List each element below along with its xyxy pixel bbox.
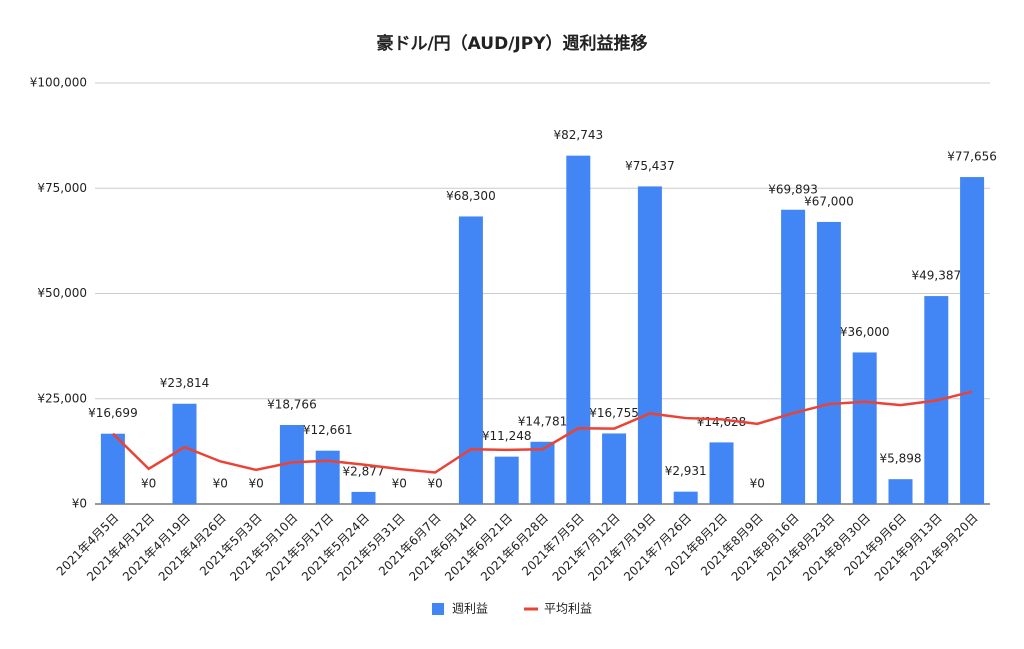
x-tick-label: 2021年9月20日 [908,511,981,584]
data-label: ¥2,931 [665,464,707,478]
bar [888,479,913,504]
data-label: ¥12,661 [303,423,353,437]
x-tick-label: 2021年8月2日 [662,511,730,579]
bar [351,491,376,504]
data-label: ¥14,781 [518,414,568,428]
data-label: ¥0 [750,477,765,491]
data-label: ¥69,893 [768,182,818,196]
chart-title: 豪ドル/円（AUD/JPY）週利益推移 [376,33,647,54]
data-label: ¥23,814 [160,376,210,390]
bar [602,433,627,504]
data-label: ¥0 [141,477,156,491]
average-line [112,390,973,474]
y-tick-label: ¥100,000 [30,76,87,90]
y-tick-label: ¥50,000 [37,286,87,300]
legend-label: 平均利益 [544,602,592,616]
bar [852,352,877,504]
x-tick-label: 2021年5月3日 [197,511,265,579]
data-label: ¥49,387 [911,269,961,283]
data-label: ¥67,000 [804,194,854,208]
y-tick-label: ¥75,000 [37,181,87,195]
legend-swatch [432,603,444,615]
data-label: ¥0 [427,477,442,491]
data-label: ¥0 [392,477,407,491]
data-label: ¥68,300 [446,189,496,203]
data-label: ¥0 [248,477,263,491]
bar [315,450,340,504]
x-tick-label: 2021年6月7日 [376,511,444,579]
data-label: ¥77,656 [947,150,997,164]
legend-label: 週利益 [452,602,488,616]
bar [709,442,734,504]
data-label: ¥36,000 [840,325,890,339]
bar [781,209,806,504]
bar [172,403,197,504]
x-tick-label: 2021年8月9日 [698,511,766,579]
data-label: ¥5,898 [880,452,922,466]
data-label: ¥2,877 [343,464,385,478]
bar [960,177,985,504]
bar [816,221,841,504]
data-label: ¥82,743 [553,128,603,142]
bar [494,456,519,504]
bar [458,216,483,504]
x-tick-label: 2021年7月5日 [519,511,587,579]
bar [100,433,125,504]
x-tick-label: 2021年9月6日 [841,511,909,579]
bar [566,155,591,504]
data-label: ¥16,755 [589,406,639,420]
bar [530,441,555,504]
y-tick-label: ¥25,000 [37,391,87,405]
data-label: ¥18,766 [267,397,317,411]
bar [673,491,698,504]
y-tick-label: ¥0 [72,497,87,511]
data-label: ¥16,699 [88,406,138,420]
data-label: ¥75,437 [625,159,675,173]
data-label: ¥11,248 [482,429,532,443]
data-label: ¥0 [213,477,228,491]
x-tick-label: 2021年4月5日 [54,511,122,579]
bar [637,186,662,505]
